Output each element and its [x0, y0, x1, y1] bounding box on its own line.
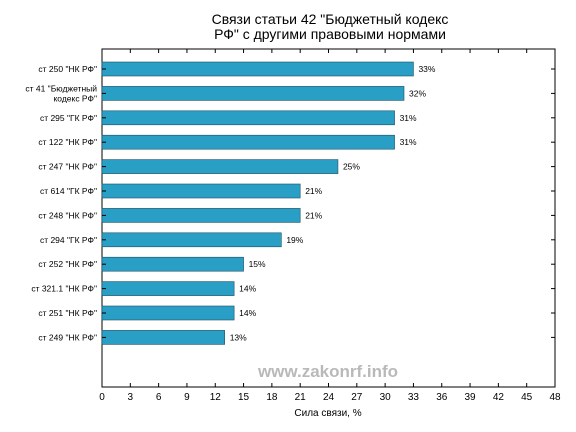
bar	[101, 110, 395, 126]
chart-title-line-1: Связи статьи 42 "Бюджетный кодекс	[212, 11, 449, 27]
x-tick-label: 48	[549, 392, 561, 403]
bar	[101, 256, 244, 272]
category-label: ст 41 "Бюджетный	[25, 83, 97, 93]
bar-value-label: 21%	[305, 210, 322, 220]
bar	[101, 330, 225, 345]
x-tick-label: 27	[351, 392, 363, 403]
bar-value-label: 33%	[418, 64, 435, 74]
x-tick-label: 45	[521, 392, 533, 403]
category-label: ст 251 "НК РФ"	[38, 308, 97, 318]
x-axis-title: Сила связи, %	[294, 408, 361, 419]
bar-value-label: 14%	[239, 308, 256, 318]
x-tick-label: 39	[465, 392, 477, 403]
x-tick-label: 36	[436, 392, 448, 403]
x-tick-label: 3	[128, 392, 134, 403]
bar-value-label: 25%	[343, 162, 360, 172]
bar-value-label: 14%	[239, 284, 256, 294]
bar	[101, 232, 282, 248]
category-label: ст 250 "НК РФ"	[38, 64, 97, 74]
x-tick-label: 0	[99, 392, 105, 403]
bar	[101, 281, 235, 296]
bar	[101, 61, 414, 77]
bar	[101, 134, 395, 150]
x-tick-label: 15	[238, 392, 250, 403]
category-label: ст 295 "ГК РФ"	[40, 113, 97, 123]
category-label: ст 614 "ГК РФ"	[40, 186, 97, 196]
bar-value-label: 21%	[305, 186, 322, 196]
category-label: ст 294 "ГК РФ"	[40, 235, 97, 245]
x-tick-label: 9	[184, 392, 190, 403]
category-label: ст 247 "НК РФ"	[38, 162, 97, 172]
category-label: ст 122 "НК РФ"	[38, 137, 97, 147]
watermark: www.zakonrf.info	[257, 362, 398, 381]
bar	[101, 183, 301, 199]
ticks-layer: 0 3 6 9 12 15 18 21 24 27 30 33 36 39 42 45 48	[99, 49, 561, 403]
x-tick-label: 33	[408, 392, 420, 403]
category-label: ст 321.1 "НК РФ"	[31, 284, 97, 294]
bars-layer: 33% ст 250 "НК РФ" 32% ст 41 "Бюджетныйкоде…	[25, 61, 436, 345]
bar	[101, 305, 235, 321]
bar	[101, 86, 405, 101]
bar-value-label: 19%	[286, 235, 303, 245]
x-tick-label: 42	[493, 392, 505, 403]
category-label: кодекс РФ"	[53, 93, 97, 103]
x-tick-label: 30	[380, 392, 392, 403]
bar-value-label: 15%	[249, 259, 266, 269]
category-label: ст 252 "НК РФ"	[38, 259, 97, 269]
bar-value-label: 32%	[409, 88, 426, 98]
x-tick-label: 21	[295, 392, 307, 403]
bar	[101, 159, 339, 174]
x-tick-label: 6	[156, 392, 162, 403]
bar	[101, 208, 301, 223]
category-label: ст 248 "НК РФ"	[38, 210, 97, 220]
chart-title-line-2: РФ" с другими правовыми нормами	[214, 26, 446, 42]
category-label: ст 249 "НК РФ"	[38, 332, 97, 342]
bar-value-label: 31%	[400, 113, 417, 123]
x-tick-label: 24	[323, 392, 335, 403]
bar-value-label: 13%	[230, 332, 247, 342]
x-tick-label: 12	[210, 392, 222, 403]
x-tick-label: 18	[266, 392, 278, 403]
bar-value-label: 31%	[400, 137, 417, 147]
